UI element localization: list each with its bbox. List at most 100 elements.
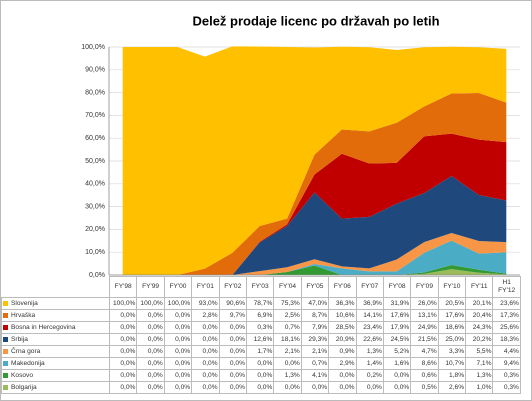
data-label: 0,0% [191,333,220,346]
data-label: 25,6% [492,321,521,334]
data-label: 0,0% [328,381,357,394]
data-label: 0,0% [163,321,193,334]
data-label: 2,6% [437,381,467,394]
table-row: Bosna in Hercegovina 0,0% 0,0% 0,0% 0,0% 0,0%… [1,321,521,334]
data-label: 10,6% [328,309,357,322]
data-label: 0,0% [108,381,138,394]
x-tick-label: FY'98 [108,276,138,298]
data-label: 10,7% [437,357,467,370]
x-tick-label: FY'01 [191,276,220,298]
table-row: Črna gora 0,0% 0,0% 0,0% 0,0% 0,0% 1,7% 2,1% 2,1… [1,345,521,358]
data-label: 20,9% [328,333,357,346]
y-tick-label: 60,0% [85,135,105,142]
x-tick-label: FY'04 [273,276,302,298]
data-label: 0,0% [136,369,165,382]
data-label: 0,0% [163,357,193,370]
data-label: 20,1% [465,297,494,310]
data-label: 0,0% [163,333,193,346]
data-label: 31,9% [382,297,412,310]
data-label: 75,3% [273,297,302,310]
data-label: 0,3% [492,369,521,382]
data-label: 6,9% [245,309,275,322]
y-tick-label: 70,0% [85,112,105,119]
data-label: 1,8% [437,369,467,382]
data-label: 0,0% [136,321,165,334]
data-label: 0,0% [355,381,384,394]
legend-label: Črna gora [11,348,41,355]
x-tick-label: FY'10 [437,276,467,298]
data-label: 100,0% [136,297,165,310]
area [122,269,507,275]
data-label: 1,6% [382,357,412,370]
table-row: Bolgarija 0,0% 0,0% 0,0% 0,0% 0,0% 0,0% 0,0% 0,0… [1,381,521,394]
legend-key [3,372,8,378]
data-label: 1,4% [355,357,384,370]
data-label: 0,0% [382,369,412,382]
data-label: 93,0% [191,297,220,310]
y-tick-label: 40,0% [85,181,105,188]
data-label: 7,1% [465,357,494,370]
y-tick-label: 20,0% [85,226,105,233]
data-label: 90,6% [218,297,247,310]
legend-label: Slovenija [11,300,38,307]
data-label: 0,0% [136,333,165,346]
data-label: 26,0% [410,297,439,310]
data-label: 36,3% [328,297,357,310]
x-tick-label: FY'11 [465,276,494,298]
x-tick-label: FY'02 [218,276,247,298]
areas [122,46,507,275]
data-label: 5,2% [382,345,412,358]
data-label: 0,0% [328,369,357,382]
data-label: 0,0% [218,381,247,394]
legend-key [3,360,8,366]
data-label: 0,0% [163,369,193,382]
data-label: 0,0% [245,369,275,382]
data-label: 20,5% [437,297,467,310]
data-label: 23,4% [355,321,384,334]
data-label: 23,6% [492,297,521,310]
x-tick-label: FY'05 [300,276,330,298]
data-label: 18,3% [492,333,521,346]
x-tick-label: FY'00 [163,276,193,298]
data-label: 17,6% [382,309,412,322]
table-row: Srbija 0,0% 0,0% 0,0% 0,0% 0,0% 12,6% 18,1% 29,3… [1,333,521,346]
data-label: 1,7% [245,345,275,358]
data-label: 24,3% [465,321,494,334]
data-label: 0,6% [410,369,439,382]
legend-label: Makedonija [11,360,45,367]
data-label: 22,6% [355,333,384,346]
data-label: 0,3% [492,381,521,394]
data-label: 0,0% [136,357,165,370]
data-label: 21,5% [410,333,439,346]
data-label: 0,9% [328,345,357,358]
data-label: 9,4% [492,357,521,370]
data-label: 0,0% [108,321,138,334]
table-row: Makedonija 0,0% 0,0% 0,0% 0,0% 0,0% 0,0% 0,0% 0,… [1,357,521,370]
data-label: 36,9% [355,297,384,310]
x-tick-label: FY'99 [136,276,165,298]
legend-label: Hrvaška [11,312,36,319]
legend-entry: Hrvaška [1,309,110,322]
data-label: 24,5% [382,333,412,346]
data-label: 0,0% [108,309,138,322]
data-label: 0,0% [108,369,138,382]
data-label: 0,0% [245,381,275,394]
data-label: 17,3% [492,309,521,322]
data-label: 0,0% [245,357,275,370]
legend-entry: Srbija [1,333,110,346]
data-label: 0,0% [163,345,193,358]
legend-key [3,300,8,306]
data-label: 0,0% [191,357,220,370]
data-label: 8,7% [300,309,330,322]
x-tick-label: FY'08 [382,276,412,298]
y-tick-label: 100,0% [81,44,105,51]
data-label: 0,0% [273,381,302,394]
data-label: 2,8% [191,309,220,322]
data-label: 1,0% [465,381,494,394]
area [122,46,507,275]
data-label: 0,0% [191,321,220,334]
legend-key [3,348,8,354]
data-label: 13,1% [410,309,439,322]
data-label: 14,1% [355,309,384,322]
